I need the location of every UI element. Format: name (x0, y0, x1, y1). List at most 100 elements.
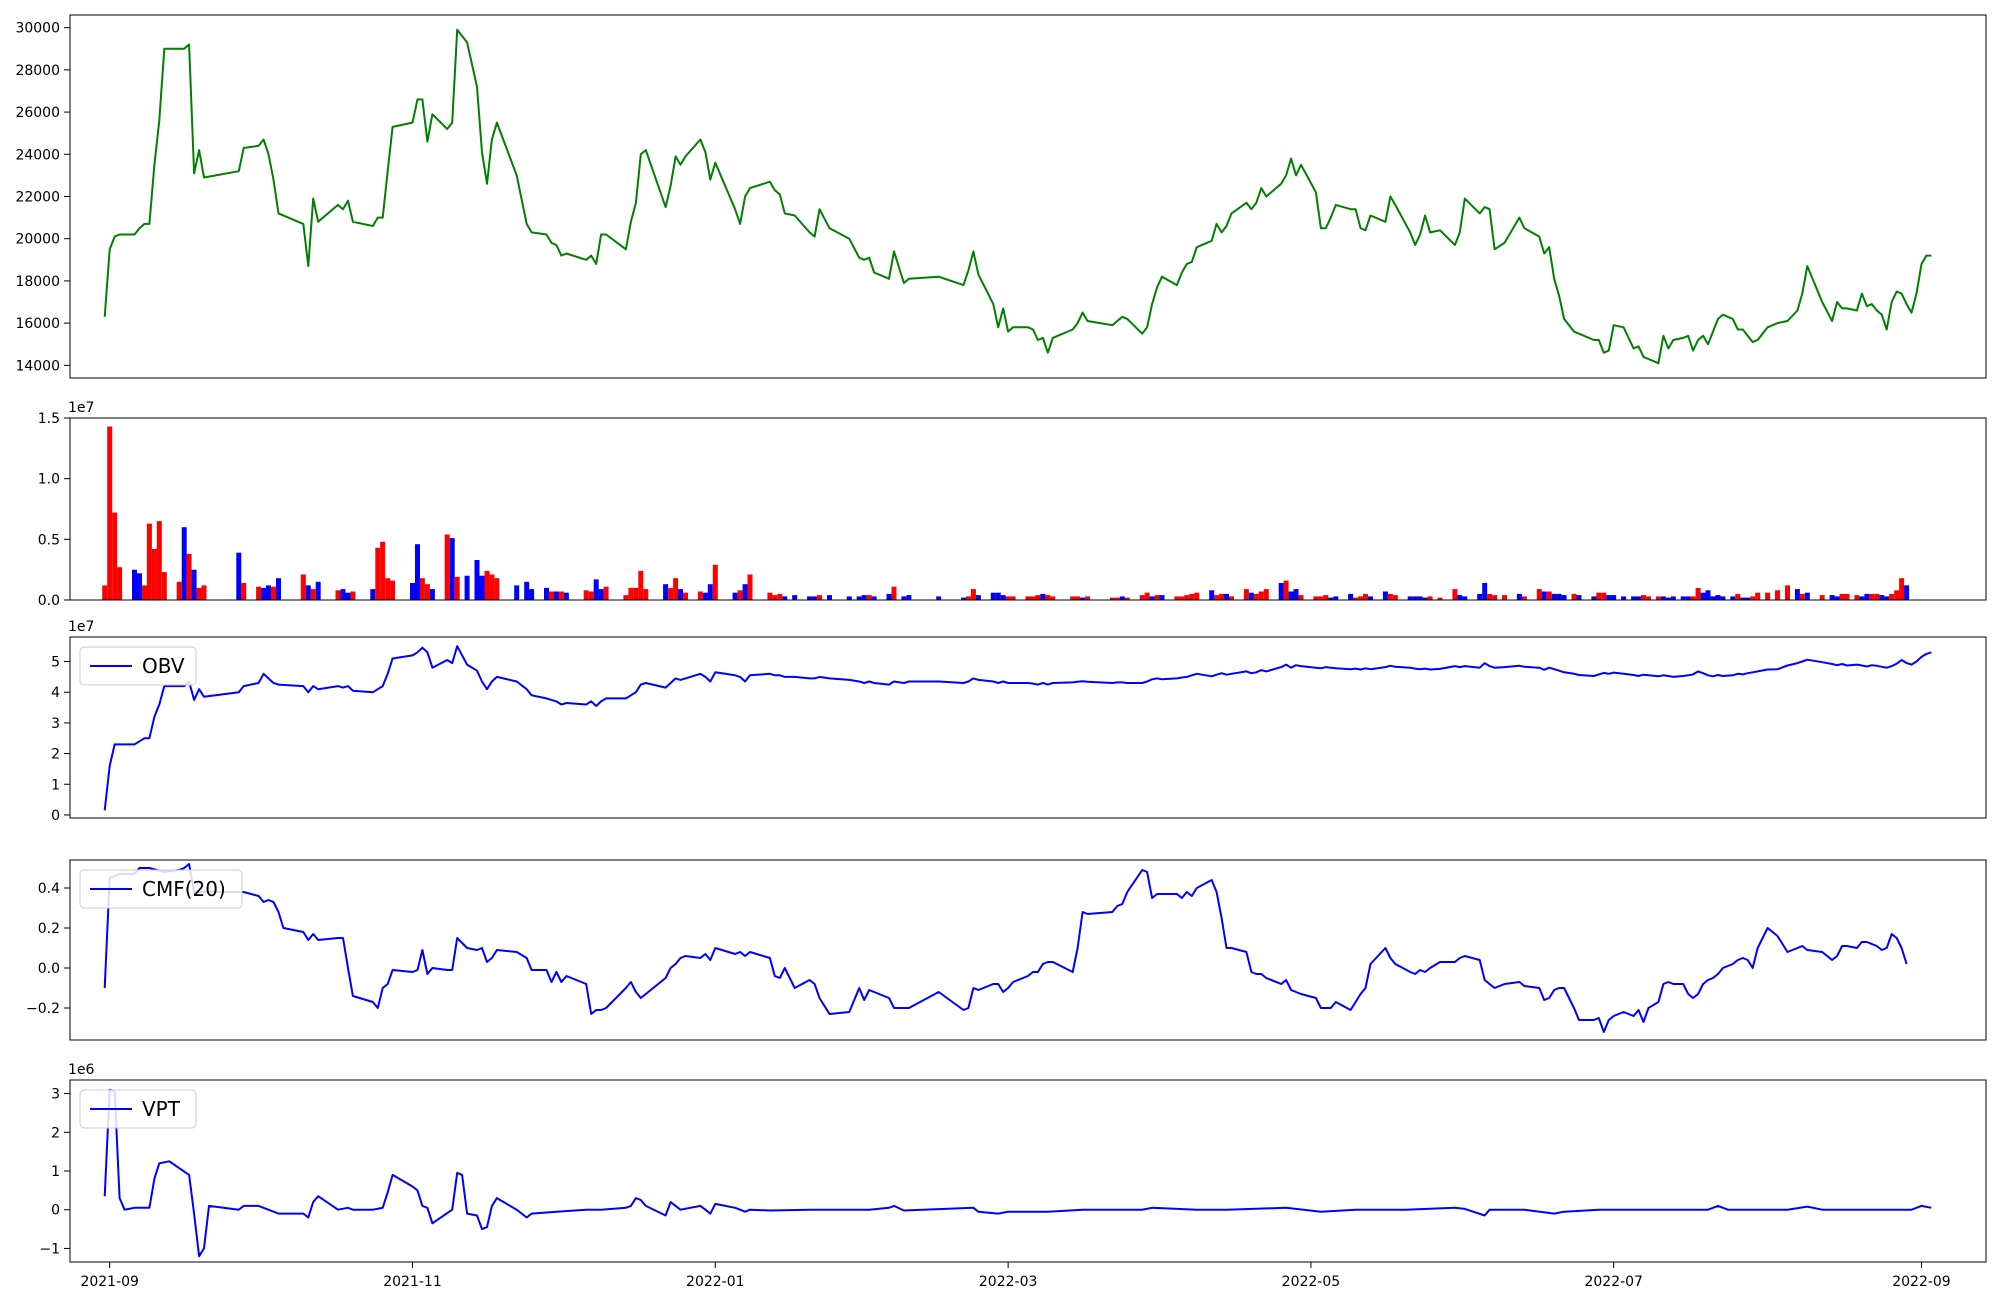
volume-bar (1641, 595, 1646, 600)
volume-bar (300, 574, 306, 600)
volume-bar (415, 544, 420, 600)
volume-bar (449, 538, 455, 600)
volume-bar (107, 426, 113, 600)
x-tick-label: 2021-11 (383, 1274, 442, 1290)
volume-bar (1427, 596, 1433, 600)
vpt-legend-label: VPT (142, 1097, 181, 1121)
volume-bar (965, 596, 971, 600)
volume-bar (1755, 592, 1761, 600)
volume-bar (142, 585, 147, 600)
volume-bar (484, 570, 490, 600)
volume-bar (266, 585, 271, 600)
obv-axes-frame (69, 636, 1987, 819)
obv-y-tick-label: 1 (51, 777, 60, 793)
volume-bar (628, 587, 634, 600)
volume-bar (1492, 595, 1498, 600)
vpt-y-tick-label: 2 (51, 1125, 60, 1141)
volume-bar (1879, 595, 1885, 600)
volume-bar (1209, 590, 1215, 600)
volume-bar (370, 589, 376, 600)
cmf-y-tick-label: −0.2 (26, 1001, 60, 1017)
volume-bar (479, 575, 485, 600)
volume-bar (276, 578, 281, 600)
volume-bar (102, 585, 108, 600)
volume-bar (995, 592, 1001, 600)
volume-bar (256, 586, 262, 600)
volume-bar (737, 590, 743, 600)
volume-bar (702, 592, 708, 600)
volume-bar (553, 591, 559, 600)
volume-bar (489, 574, 495, 600)
volume-bar (846, 596, 852, 600)
volume-bar (1258, 591, 1264, 600)
volume-bar (1710, 596, 1716, 600)
volume-bar (419, 578, 425, 600)
obv-offset-label: 1e7 (68, 619, 94, 635)
volume-bar (1700, 592, 1706, 600)
volume-bar (549, 591, 554, 600)
obv-panel: 0 1 2 3 4 5 1e7 OBV (51, 619, 1987, 824)
volume-bar (961, 597, 966, 600)
volume-bar (424, 584, 430, 600)
volume-bar (603, 586, 609, 600)
obv-y-tick-label: 4 (51, 685, 60, 701)
volume-bar (444, 534, 450, 600)
volume-bar (1576, 595, 1582, 600)
volume-bar (891, 586, 897, 600)
volume-bar (683, 592, 688, 600)
volume-bar (1889, 593, 1895, 600)
volume-bar (1348, 593, 1354, 600)
volume-bar (856, 596, 862, 600)
price-y-tick-label: 16000 (15, 316, 60, 332)
volume-bar (1785, 585, 1790, 600)
volume-bar (772, 595, 778, 600)
volume-bar (201, 585, 207, 600)
volume-bar (151, 549, 157, 600)
volume-bar (1829, 595, 1835, 600)
volume-bar (271, 586, 276, 600)
volume-bar (494, 578, 500, 600)
price-y-tick-label: 30000 (15, 21, 60, 37)
volume-bar (558, 591, 564, 600)
vpt-offset-label: 1e6 (68, 1062, 95, 1078)
price-series-line (103, 28, 1932, 365)
volume-bar (350, 591, 356, 600)
volume-bar (1894, 590, 1900, 600)
volume-bar (132, 569, 137, 600)
vpt-y-tick-label: 1 (51, 1164, 60, 1180)
volume-bar (1422, 597, 1428, 600)
volume-bar (1556, 593, 1562, 600)
obv-series-line (103, 645, 1932, 811)
volume-bar (385, 578, 391, 600)
volume-bar (777, 593, 783, 600)
volume-bar (305, 585, 311, 600)
price-y-tick-label: 24000 (15, 147, 60, 163)
volume-bar (544, 587, 549, 600)
volume-offset-label: 1e7 (68, 400, 94, 416)
volume-bar (1114, 597, 1120, 600)
volume-bar (1179, 596, 1185, 600)
volume-bar (1229, 596, 1234, 600)
volume-y-tick-label: 0.0 (38, 593, 60, 609)
cmf-y-tick-label: 0.2 (38, 921, 60, 937)
x-tick-label: 2022-05 (1282, 1274, 1341, 1290)
volume-bar (812, 596, 818, 600)
volume-bar (1745, 597, 1751, 600)
volume-bar (429, 589, 435, 600)
volume-bar (1293, 589, 1299, 600)
volume-bar (1502, 595, 1507, 600)
volume-bar (375, 547, 381, 600)
volume-bar (1685, 596, 1691, 600)
volume-bar (747, 574, 753, 600)
cmf-y-tick-label: 0.0 (38, 961, 60, 977)
volume-bar (1621, 596, 1627, 600)
volume-bar (524, 581, 530, 600)
volume-bar (1174, 596, 1180, 600)
volume-bar (827, 595, 832, 600)
cmf-series-line (103, 863, 1908, 1033)
volume-bar (1606, 595, 1612, 600)
volume-bar (901, 596, 907, 600)
volume-bar (1799, 593, 1805, 600)
volume-bar (1025, 596, 1031, 600)
volume-bar (1536, 589, 1542, 600)
